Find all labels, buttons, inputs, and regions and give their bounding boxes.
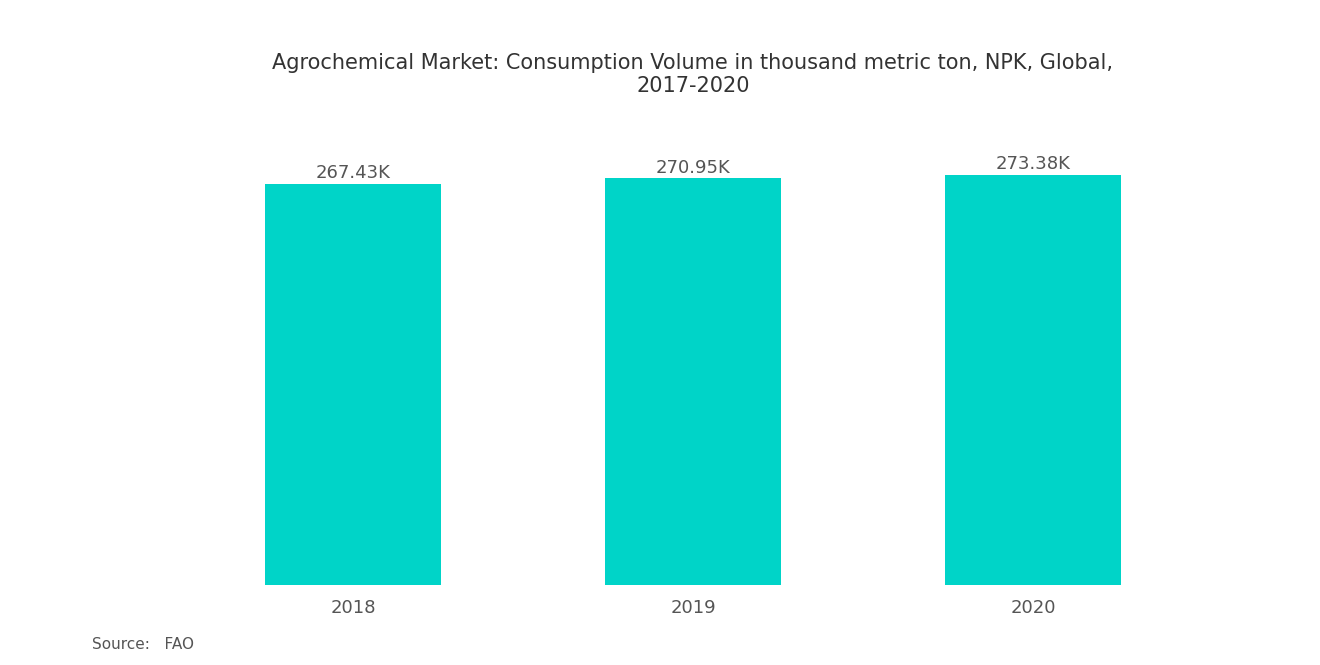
Text: Source:   FAO: Source: FAO [92,636,194,652]
Bar [945,175,1122,585]
Text: 273.38K: 273.38K [995,156,1071,174]
Text: 270.95K: 270.95K [656,159,730,177]
Title: Agrochemical Market: Consumption Volume in thousand metric ton, NPK, Global,
201: Agrochemical Market: Consumption Volume … [272,53,1114,96]
Text: 267.43K: 267.43K [315,164,391,182]
Bar [264,184,441,585]
Bar [605,178,781,585]
